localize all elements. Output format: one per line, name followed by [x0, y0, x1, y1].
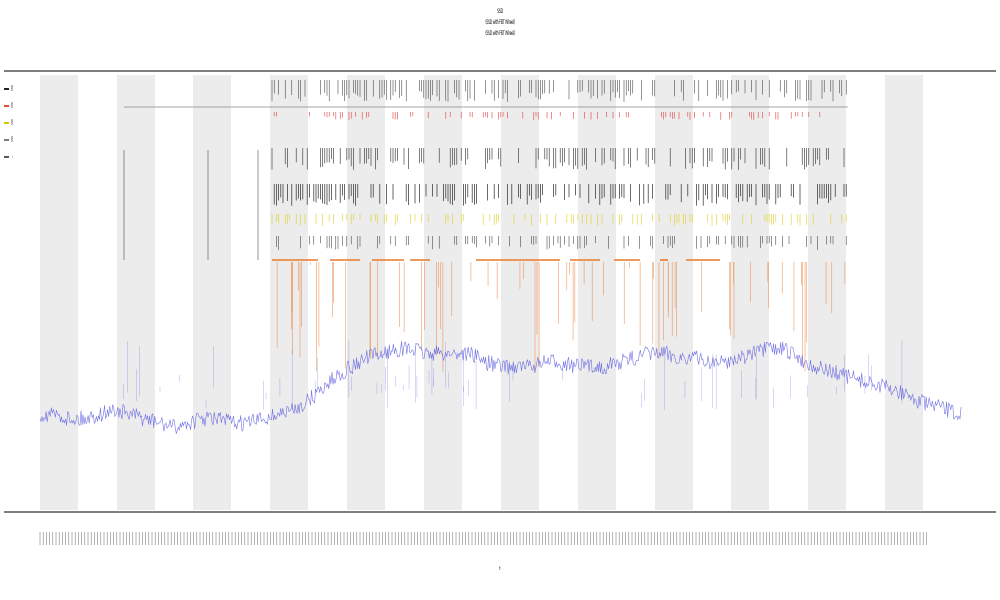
shaded-band: [655, 75, 693, 510]
chart-title: SSD (SSD with FBT Wheel) (SSD with FBT W…: [0, 6, 1000, 39]
shaded-band: [731, 75, 769, 510]
x-axis-label: t: [499, 566, 501, 572]
shaded-band: [885, 75, 923, 510]
legend-swatch: [4, 87, 9, 90]
legend-swatch: [4, 104, 9, 107]
title-line-1: SSD: [497, 8, 503, 15]
legend-swatch: [4, 121, 9, 124]
shaded-band: [193, 75, 231, 510]
shaded-band: [117, 75, 155, 510]
shaded-band: [808, 75, 846, 510]
title-line-2: (SSD with FBT Wheel): [485, 19, 515, 26]
legend-item[interactable]: SSD: [4, 131, 16, 148]
legend-item[interactable]: SSD: [4, 97, 16, 114]
legend-item[interactable]: SSD: [4, 114, 16, 131]
shaded-band: [501, 75, 539, 510]
legend-item[interactable]: SSD: [4, 80, 16, 97]
legend-swatch: [4, 138, 9, 141]
title-line-3: (SSD with FBT Wheel): [485, 30, 515, 37]
shaded-band: [40, 75, 78, 510]
shaded-band: [347, 75, 385, 510]
series-layer: [39, 340, 962, 434]
shaded-band: [270, 75, 308, 510]
legend-swatch: [4, 155, 9, 158]
legend: SSD SSD SSD SSD —: [4, 80, 16, 165]
series-line-ssd-baseline: [39, 341, 962, 434]
legend-item[interactable]: —: [4, 148, 16, 165]
event-marks: [123, 80, 847, 372]
x-tick-labels: [39, 532, 927, 545]
shaded-band: [578, 75, 616, 510]
shaded-bands: [40, 75, 923, 510]
